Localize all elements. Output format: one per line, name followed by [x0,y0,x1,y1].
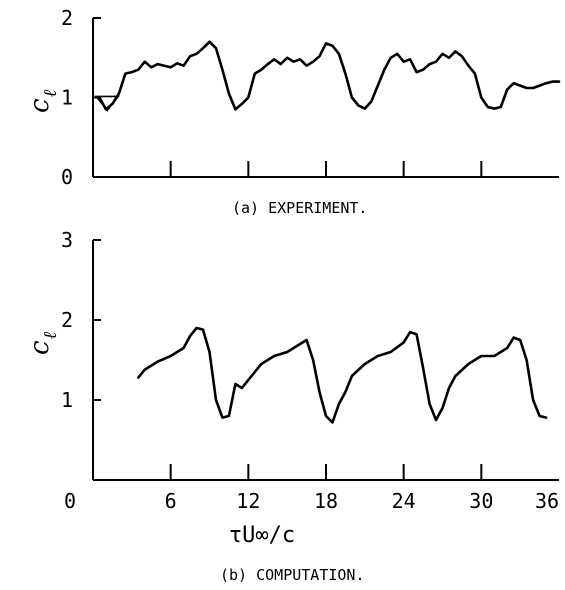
panel-a-y-ticks: 0 1 2 [61,6,101,189]
panel-b-x-ticks: 0 6 12 18 24 30 36 [64,464,559,513]
panel-experiment: 0 1 2 c ℓ (a) EXPERIMENT. [25,6,561,217]
panel-b-series-line [137,326,548,424]
panel-a-ylabel-sub: ℓ [40,89,61,97]
x-tick-label: 36 [535,489,559,513]
panel-computation: 123 0 6 12 18 24 30 36 c ℓ τU∞/c (b) COMPUTATI… [25,228,559,584]
panel-a-caption: (a) EXPERIMENT. [232,199,367,217]
panel-b-caption: (b) COMPUTATION. [220,566,365,584]
y-tick-label: 2 [61,308,73,332]
x-tick-label: 12 [236,489,260,513]
panel-a-ylabel-main: c [25,98,55,113]
panel-a-y-axis-label: c ℓ [25,89,61,113]
y-tick-label: 2 [61,6,73,30]
panel-a-triangle-marker [94,95,120,112]
y-tick-label: 1 [61,86,73,110]
panel-a-series-line [98,40,561,111]
panel-b-x-axis-label: τU∞/c [229,523,295,548]
x-tick-label: 18 [314,489,338,513]
x-tick-label: 6 [165,489,177,513]
x-tick-label: 30 [469,489,493,513]
y-tick-label: 1 [61,388,73,412]
panel-b-y-axis-label: c ℓ [25,331,61,355]
x-tick-label: 24 [392,489,416,513]
panel-b-ylabel-sub: ℓ [40,331,61,339]
panel-b-y-ticks: 1 2 3 [61,228,101,412]
x-tick-label: 0 [64,489,76,513]
panel-b-ylabel-main: c [25,340,55,355]
y-tick-label: 3 [61,228,73,252]
y-tick-label: 0 [61,165,73,189]
panel-a-x-ticks [169,161,483,177]
